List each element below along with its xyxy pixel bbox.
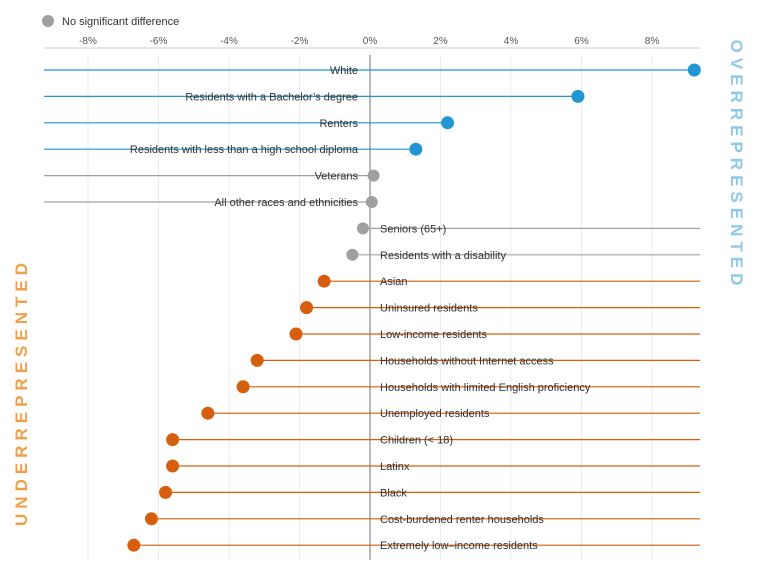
category-label: Seniors (65+) bbox=[380, 223, 446, 235]
data-row: Children (< 18) bbox=[166, 433, 700, 447]
data-point bbox=[236, 380, 250, 394]
legend-label: No significant difference bbox=[62, 16, 179, 28]
category-label: Uninsured residents bbox=[380, 303, 478, 315]
data-row: Renters bbox=[44, 116, 455, 130]
data-row: Uninsured residents bbox=[300, 301, 700, 315]
x-tick-label: 8% bbox=[645, 36, 660, 47]
data-row: Households with limited English proficie… bbox=[236, 380, 700, 394]
x-tick-label: -6% bbox=[150, 36, 168, 47]
category-label: Extremely low–income residents bbox=[380, 540, 538, 552]
data-row: Residents with a disability bbox=[346, 248, 700, 262]
x-tick-label: -4% bbox=[220, 36, 238, 47]
data-rows: White Residents with a Bachelor’s degree R… bbox=[44, 63, 701, 552]
data-point bbox=[144, 512, 158, 526]
underrepresented-label: UNDERREPRESENTED bbox=[12, 258, 31, 526]
data-row: Asian bbox=[317, 274, 700, 288]
category-label: Residents with a Bachelor’s degree bbox=[185, 91, 358, 103]
data-row: Cost-burdened renter households bbox=[144, 512, 700, 526]
data-point bbox=[250, 353, 264, 367]
overrepresented-label: OVERREPRESENTED bbox=[727, 40, 746, 291]
data-point bbox=[571, 89, 585, 103]
x-tick-label: 4% bbox=[504, 36, 519, 47]
x-tick-label: -8% bbox=[79, 36, 97, 47]
category-label: Unemployed residents bbox=[380, 408, 490, 420]
category-label: Latinx bbox=[380, 461, 410, 473]
category-label: Residents with less than a high school d… bbox=[130, 144, 359, 156]
data-point bbox=[166, 459, 180, 473]
data-point bbox=[687, 63, 701, 77]
data-row: Low-income residents bbox=[289, 327, 700, 341]
data-row: Veterans bbox=[44, 169, 380, 183]
x-tick-label: 2% bbox=[433, 36, 448, 47]
data-row: Residents with less than a high school d… bbox=[44, 142, 423, 156]
category-label: All other races and ethnicities bbox=[214, 197, 358, 209]
x-axis-ticks: -8% -6% -4% -2% 0% 2% 4% 6% 8% bbox=[79, 36, 659, 47]
x-tick-label: 0% bbox=[363, 36, 378, 47]
data-point bbox=[365, 196, 378, 208]
legend-marker-neutral bbox=[42, 15, 54, 27]
data-row: Residents with a Bachelor’s degree bbox=[44, 89, 585, 103]
data-point bbox=[409, 142, 423, 156]
data-row: Households without Internet access bbox=[250, 353, 700, 367]
data-point bbox=[159, 485, 173, 499]
data-point bbox=[300, 301, 314, 315]
category-label: Households without Internet access bbox=[380, 355, 554, 367]
category-label: Households with limited English proficie… bbox=[380, 382, 591, 394]
x-tick-label: 6% bbox=[574, 36, 589, 47]
data-point bbox=[127, 538, 141, 552]
data-point bbox=[317, 274, 331, 288]
data-point bbox=[346, 248, 359, 261]
data-row: Latinx bbox=[166, 459, 700, 473]
category-label: Residents with a disability bbox=[380, 250, 506, 262]
data-point bbox=[166, 433, 180, 447]
category-label: Low-income residents bbox=[380, 329, 487, 341]
category-label: White bbox=[330, 65, 358, 77]
data-row: Unemployed residents bbox=[201, 406, 700, 420]
category-label: Renters bbox=[319, 118, 358, 130]
data-row: Black bbox=[159, 485, 700, 499]
data-row: White bbox=[44, 63, 701, 77]
category-label: Asian bbox=[380, 276, 408, 288]
data-point bbox=[367, 169, 380, 182]
data-point bbox=[441, 116, 455, 130]
data-point bbox=[356, 222, 369, 235]
data-row: All other races and ethnicities bbox=[44, 196, 378, 209]
category-label: Cost-burdened renter households bbox=[380, 514, 544, 526]
category-label: Children (< 18) bbox=[380, 435, 453, 447]
x-tick-label: -2% bbox=[291, 36, 309, 47]
category-label: Veterans bbox=[315, 171, 359, 183]
data-point bbox=[201, 406, 215, 420]
legend: No significant difference bbox=[42, 15, 179, 28]
category-label: Black bbox=[380, 487, 407, 499]
data-point bbox=[289, 327, 303, 341]
data-row: Extremely low–income residents bbox=[127, 538, 700, 552]
data-row: Seniors (65+) bbox=[356, 222, 700, 235]
